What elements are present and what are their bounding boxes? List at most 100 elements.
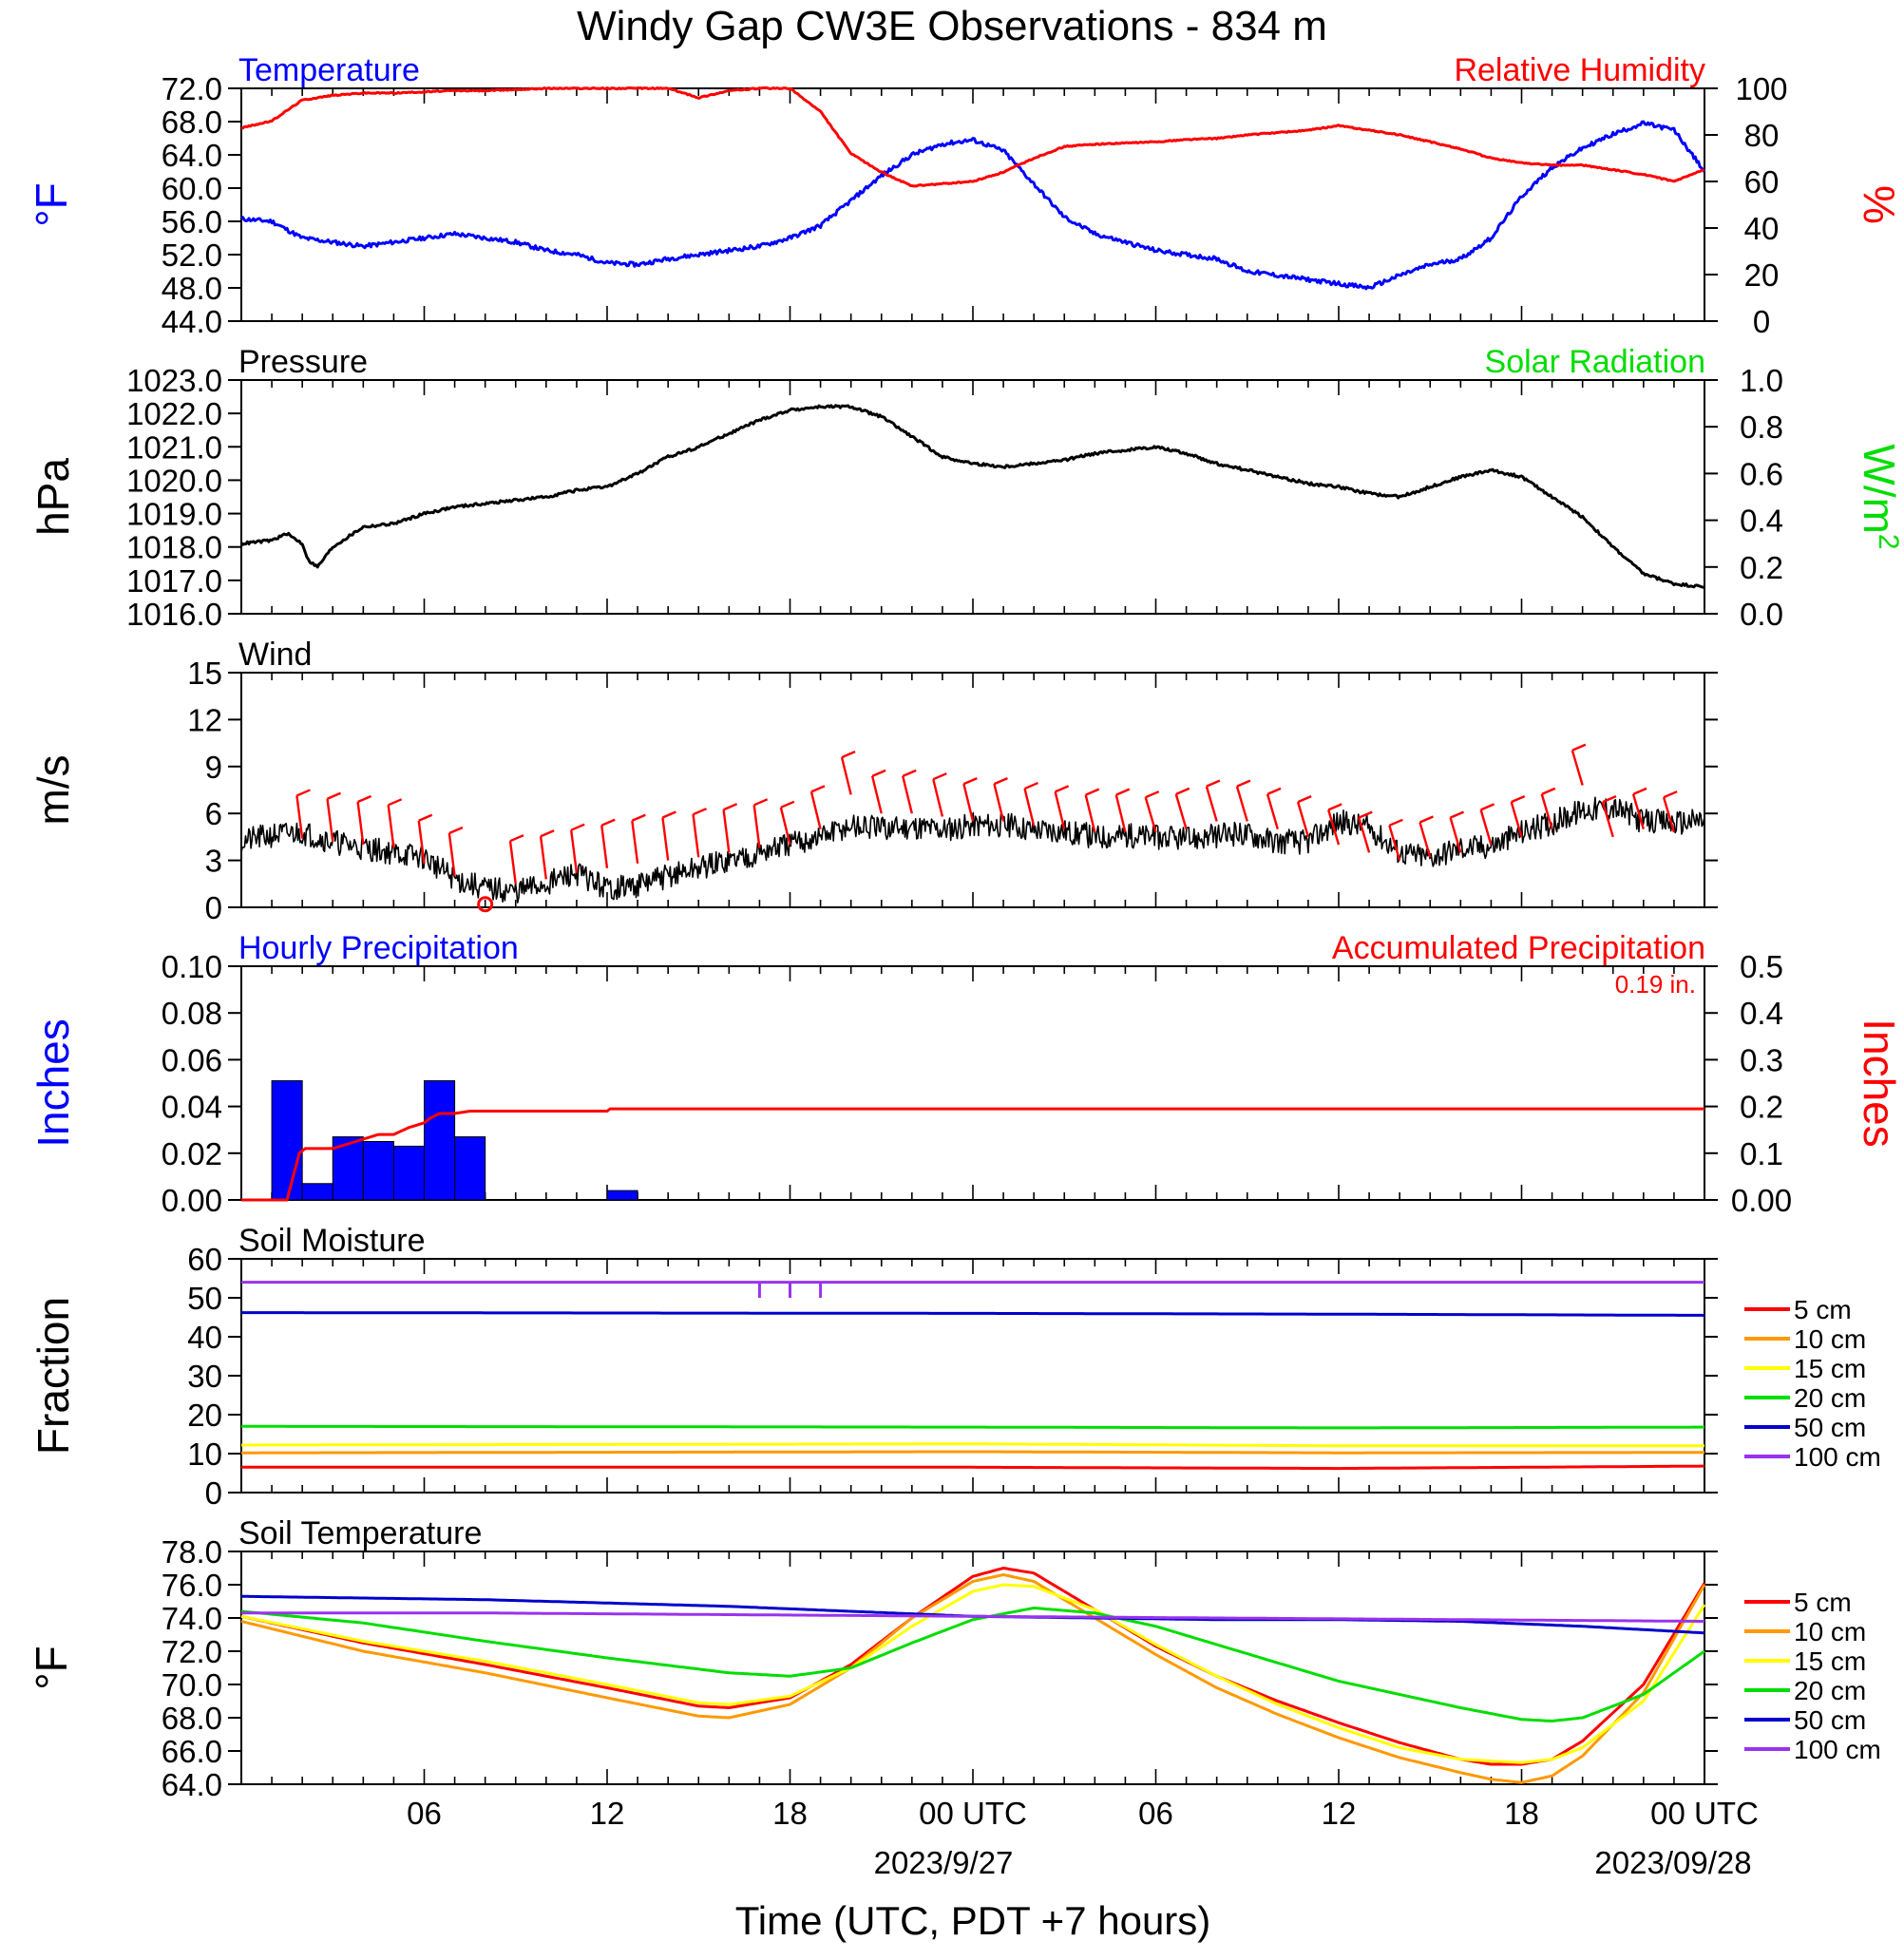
panel-title: Wind — [238, 637, 312, 673]
y-tick-label: 60.0 — [162, 171, 222, 206]
y-axis-label: m/s — [29, 754, 78, 825]
panel-1: 1023.01022.01021.01020.01019.01018.01017… — [29, 344, 1904, 632]
wind-barb-flag — [1388, 818, 1403, 827]
wind-barb-staff — [326, 798, 334, 842]
series-line-navy — [241, 1594, 1705, 1635]
wind-barb-staff — [1510, 801, 1523, 838]
y-tick-label: 44.0 — [162, 304, 222, 339]
wind-barb-staff — [1235, 786, 1248, 822]
y-tick-label: 10 — [187, 1437, 222, 1472]
wind-barb-staff — [752, 805, 761, 848]
wind-barb-staff — [1571, 750, 1584, 786]
wind-barb-staff — [356, 801, 365, 846]
wind-barb-flag — [509, 834, 524, 843]
y-tick-label: 78.0 — [162, 1534, 222, 1570]
legend-label: 5 cm — [1794, 1295, 1852, 1324]
y-tick-label-right: 0.3 — [1740, 1042, 1783, 1077]
y-tick-label: 48.0 — [162, 271, 222, 306]
panel-title-right: Accumulated Precipitation — [1332, 930, 1705, 966]
wind-barb-flag — [418, 813, 433, 822]
y-tick-label-right: 0.0 — [1740, 597, 1783, 632]
wind-barb-flag — [357, 794, 372, 804]
wind-barb-staff — [539, 836, 548, 880]
series-line-blue — [240, 120, 1706, 291]
wind-barb-staff — [1327, 809, 1341, 846]
wind-barb-staff — [631, 820, 639, 865]
wind-barb-flag — [1175, 787, 1190, 795]
wind-barb-flag — [723, 803, 738, 811]
wind-barb-staff — [1449, 817, 1462, 853]
y-tick-label: 70.0 — [162, 1667, 222, 1703]
y-tick-label: 40 — [187, 1320, 222, 1355]
y-tick-label: 68.0 — [162, 1701, 222, 1736]
y-tick-label: 0 — [205, 1475, 222, 1511]
y-axis-label: °F — [27, 1646, 76, 1690]
series-line-red — [240, 1567, 1706, 1766]
wind-barb-flag — [388, 798, 403, 807]
y-tick-label-right: 0 — [1753, 304, 1770, 339]
wind-barb-staff — [661, 817, 670, 861]
wind-barb-staff — [932, 778, 944, 817]
plot-frame — [240, 672, 1705, 908]
wind-barb-staff — [417, 820, 426, 865]
wind-barb-staff — [722, 809, 731, 853]
y-tick-label: 0.00 — [162, 1183, 222, 1218]
wind-barb-flag — [1663, 790, 1678, 799]
legend-label: 15 cm — [1794, 1354, 1866, 1383]
wind-barb-flag — [1358, 810, 1373, 819]
legend-label: 100 cm — [1794, 1442, 1881, 1472]
y-tick-label: 72.0 — [162, 1634, 222, 1669]
legend-label: 100 cm — [1794, 1735, 1881, 1764]
legend-label: 10 cm — [1794, 1617, 1866, 1646]
wind-barb-flag — [570, 823, 585, 831]
wind-barb-staff — [1266, 793, 1279, 830]
wind-barb-staff — [1388, 825, 1401, 861]
y-tick-label: 60 — [187, 1242, 222, 1277]
panel-3: 0.10 0.08 0.06 0.04 0.02 0.00 0.5 0.4 0.3 0.2 0.1 0… — [29, 930, 1904, 1218]
legend-label: 50 cm — [1794, 1413, 1866, 1442]
legend-label: 5 cm — [1794, 1588, 1852, 1617]
wind-barb-flag — [1632, 787, 1647, 795]
wind-barb-flag — [993, 777, 1008, 786]
wind-barb-flag — [693, 808, 707, 816]
wind-barb-staff — [1418, 822, 1432, 858]
wind-barb-staff — [1174, 793, 1188, 830]
y-axis-label-right: % — [1855, 185, 1904, 224]
y-tick-label-right: 100 — [1735, 71, 1787, 106]
y-tick-label: 52.0 — [162, 238, 222, 273]
wind-barb-staff — [1114, 794, 1127, 833]
wind-barb-flag — [661, 810, 676, 819]
precip-bar — [301, 1183, 333, 1201]
panel-title-right: Relative Humidity — [1454, 52, 1705, 88]
wind-barb-staff — [809, 791, 822, 829]
legend-label: 20 cm — [1794, 1676, 1866, 1705]
wind-barb-flag — [1602, 795, 1617, 804]
y-tick-label-right: 0.1 — [1740, 1136, 1783, 1171]
series-line-green — [240, 1607, 1705, 1722]
y-tick-label: 68.0 — [162, 105, 222, 140]
wind-barb-flag — [871, 769, 886, 777]
y-tick-label: 6 — [205, 796, 222, 831]
y-tick-label: 50 — [187, 1281, 222, 1316]
wind-barb-staff — [692, 814, 700, 858]
x-tick-label: 12 — [1322, 1796, 1357, 1831]
y-tick-label: 1016.0 — [126, 597, 222, 632]
series-line-green — [241, 1424, 1704, 1430]
wind-barb-flag — [448, 826, 464, 835]
y-tick-label-right: 0.8 — [1740, 409, 1783, 445]
plot-frame — [240, 87, 1705, 322]
y-tick-label-right: 80 — [1744, 118, 1780, 153]
y-tick-label-right: 20 — [1744, 257, 1780, 293]
y-axis-label-right: Inches — [1855, 1018, 1904, 1148]
wind-barb-flag — [295, 789, 311, 797]
y-tick-label: 30 — [187, 1359, 222, 1394]
legend-label: 20 cm — [1794, 1383, 1866, 1413]
y-tick-label: 0 — [205, 890, 222, 925]
y-tick-label: 1020.0 — [126, 463, 222, 498]
date-label-0927: 2023/9/27 — [874, 1845, 1014, 1880]
accum-precip-line — [241, 1107, 1704, 1202]
y-tick-label: 72.0 — [162, 71, 222, 106]
y-tick-label: 64.0 — [162, 1767, 222, 1802]
